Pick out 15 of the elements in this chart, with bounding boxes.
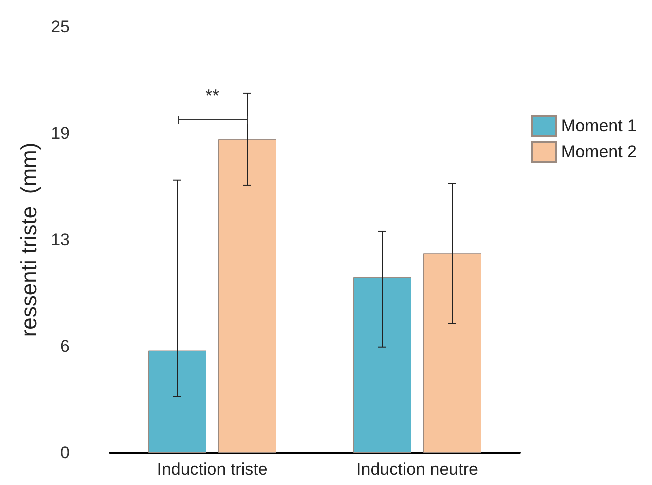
bar — [148, 350, 206, 453]
y-tick-label: 0 — [60, 444, 70, 462]
legend-label: Moment 1 — [561, 116, 638, 136]
y-axis-title: ressenti triste (mm) — [16, 142, 42, 338]
x-tick-label: Induction neutre — [356, 460, 478, 479]
bar — [354, 277, 412, 453]
y-tick-label: 19 — [51, 124, 70, 143]
y-tick-label: 13 — [51, 230, 70, 250]
y-tick-label: 25 — [51, 18, 70, 36]
bar — [218, 139, 276, 453]
annotation: ** — [205, 86, 220, 106]
y-tick-label: 6 — [60, 337, 70, 356]
legend-label: Moment 2 — [561, 142, 638, 162]
bar — [424, 254, 482, 453]
x-tick-label: Induction triste — [157, 460, 268, 479]
